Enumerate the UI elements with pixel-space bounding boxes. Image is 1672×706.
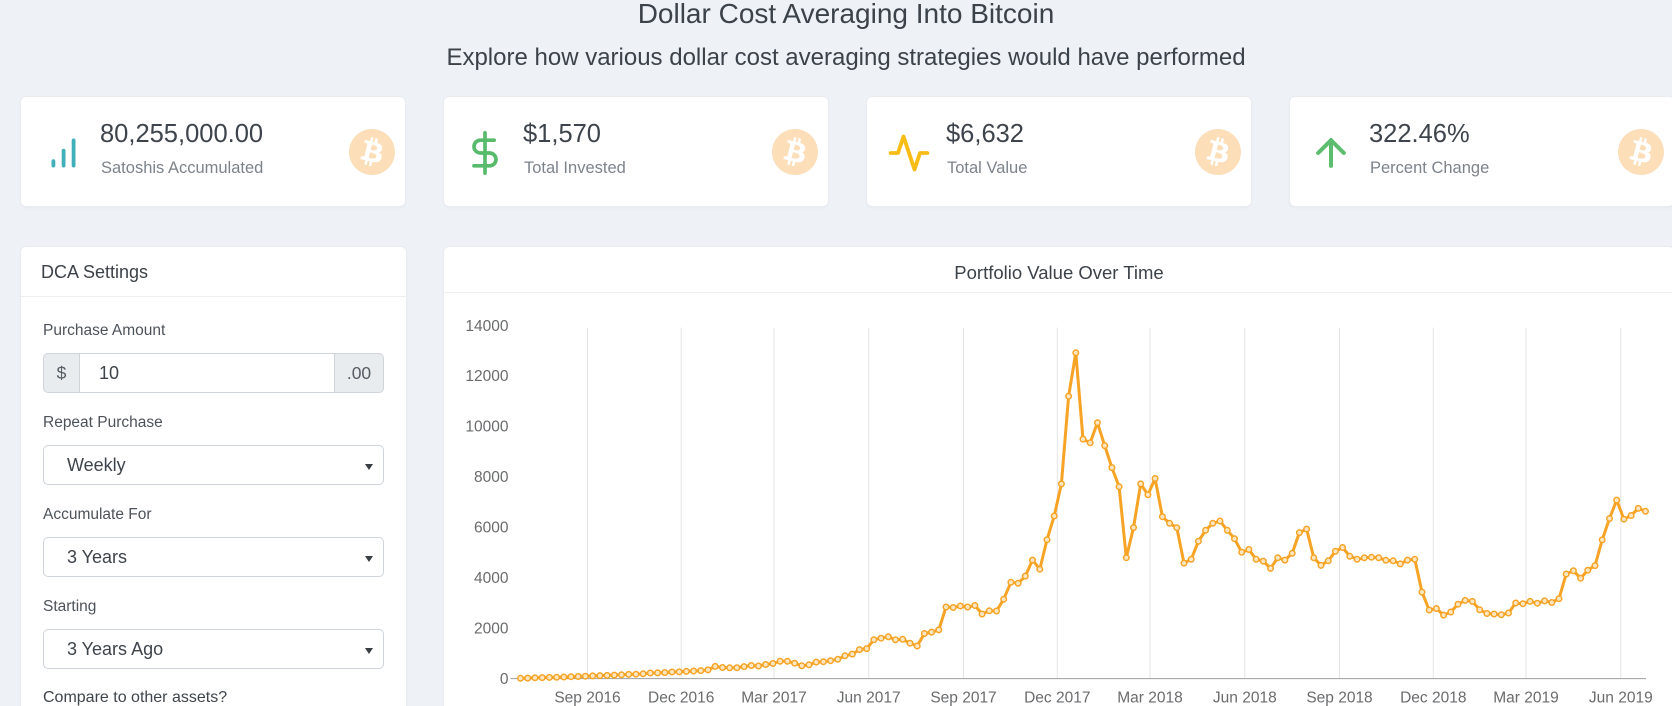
svg-text:Jun 2019: Jun 2019 [1589, 690, 1653, 706]
svg-text:Jun 2017: Jun 2017 [837, 690, 901, 706]
svg-text:2000: 2000 [474, 620, 509, 637]
svg-text:0: 0 [500, 671, 509, 688]
svg-text:Mar 2018: Mar 2018 [1117, 690, 1182, 706]
svg-text:Sep 2018: Sep 2018 [1306, 690, 1372, 706]
svg-text:Mar 2017: Mar 2017 [741, 690, 806, 706]
svg-text:Mar 2019: Mar 2019 [1493, 690, 1558, 706]
svg-text:14000: 14000 [465, 318, 508, 335]
svg-text:Jun 2018: Jun 2018 [1213, 690, 1277, 706]
svg-text:6000: 6000 [474, 520, 509, 537]
svg-text:Sep 2017: Sep 2017 [930, 690, 996, 706]
svg-text:Dec 2018: Dec 2018 [1400, 690, 1466, 706]
svg-text:8000: 8000 [474, 469, 509, 486]
svg-text:12000: 12000 [465, 368, 508, 385]
svg-text:Dec 2017: Dec 2017 [1024, 690, 1090, 706]
svg-text:10000: 10000 [465, 419, 508, 436]
svg-text:4000: 4000 [474, 570, 509, 587]
svg-text:Dec 2016: Dec 2016 [648, 690, 714, 706]
svg-text:Sep 2016: Sep 2016 [554, 690, 620, 706]
